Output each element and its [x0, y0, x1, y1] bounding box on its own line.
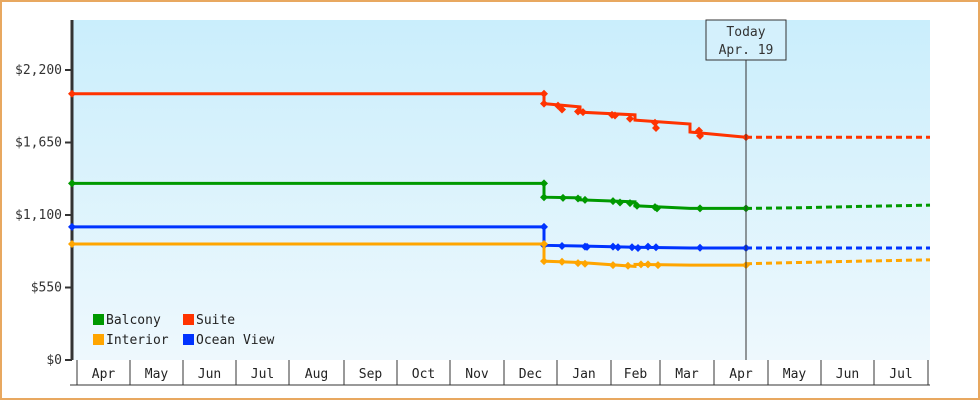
today-date: Apr. 19	[719, 43, 774, 58]
series-lines	[68, 89, 931, 270]
legend-label[interactable]: Interior	[106, 333, 169, 348]
data-point-marker[interactable]	[609, 197, 617, 206]
data-point-marker[interactable]	[540, 89, 548, 98]
data-point-marker[interactable]	[616, 198, 624, 207]
x-tick-label: Nov	[465, 367, 489, 382]
y-tick-label: $1,100	[15, 208, 62, 223]
data-point-marker[interactable]	[644, 242, 652, 251]
data-point-marker[interactable]	[652, 124, 660, 132]
y-tick-label: $550	[31, 281, 62, 296]
x-tick-label: Jul	[889, 367, 912, 382]
data-point-marker[interactable]	[653, 204, 661, 213]
data-point-marker[interactable]	[644, 260, 652, 269]
data-point-marker[interactable]	[540, 179, 548, 188]
x-tick-label: Oct	[412, 367, 435, 382]
legend-label[interactable]: Balcony	[106, 313, 161, 328]
data-point-marker[interactable]	[579, 108, 587, 117]
data-point-marker[interactable]	[559, 193, 567, 202]
x-tick-label: Mar	[675, 367, 699, 382]
data-point-marker[interactable]	[540, 193, 548, 202]
data-point-marker[interactable]	[651, 118, 659, 127]
data-point-marker[interactable]	[695, 126, 703, 135]
x-tick-label: May	[145, 367, 169, 382]
data-point-marker[interactable]	[558, 241, 566, 250]
data-point-marker[interactable]	[696, 243, 704, 252]
y-axis: $0 $550 $1,100 $1,650 $2,200	[15, 20, 74, 368]
data-point-marker[interactable]	[558, 105, 566, 114]
data-point-marker[interactable]	[611, 111, 619, 120]
forecast-line	[745, 258, 931, 266]
data-point-marker[interactable]	[574, 194, 582, 203]
data-point-marker[interactable]	[654, 261, 662, 270]
legend-swatch	[93, 314, 104, 325]
data-point-marker[interactable]	[68, 179, 76, 188]
x-tick-label: Feb	[624, 367, 648, 382]
data-point-marker[interactable]	[583, 242, 591, 251]
data-point-marker[interactable]	[540, 240, 548, 248]
today-label: Today	[726, 25, 765, 40]
data-point-marker[interactable]	[637, 260, 645, 269]
data-point-marker[interactable]	[633, 201, 641, 210]
data-point-marker[interactable]	[624, 261, 632, 270]
data-point-marker[interactable]	[540, 257, 548, 266]
x-tick-label: May	[783, 367, 807, 382]
x-tick-label: Dec	[519, 367, 542, 382]
y-tick-label: $0	[46, 353, 62, 368]
data-point-marker[interactable]	[558, 257, 566, 266]
series-line-suite	[72, 92, 747, 139]
data-point-marker[interactable]	[652, 243, 660, 252]
y-tick-label: $1,650	[15, 136, 62, 151]
legend-swatch	[93, 334, 104, 345]
data-point-marker[interactable]	[614, 243, 622, 252]
forecast-line	[745, 203, 931, 210]
x-tick-label: Sep	[359, 367, 383, 382]
data-point-marker[interactable]	[609, 261, 617, 270]
data-point-marker[interactable]	[696, 131, 704, 140]
legend-swatch	[183, 314, 194, 325]
x-axis: Apr May Jun Jul Aug Sep Oct Nov Dec Jan Feb Mar Apr M…	[70, 360, 930, 386]
today-label-box	[705, 19, 787, 61]
legend-swatch	[183, 334, 194, 345]
x-tick-label: Jun	[836, 367, 859, 382]
data-point-marker[interactable]	[68, 240, 76, 248]
x-tick-label: Apr	[92, 367, 116, 382]
data-point-marker[interactable]	[581, 259, 589, 268]
x-tick-label: Aug	[305, 367, 328, 382]
legend-label[interactable]: Suite	[196, 313, 235, 328]
data-point-marker[interactable]	[540, 222, 548, 231]
x-tick-label: Jan	[572, 367, 595, 382]
x-tick-label: Jul	[251, 367, 274, 382]
data-point-marker[interactable]	[609, 242, 617, 251]
data-point-marker[interactable]	[626, 114, 634, 123]
legend: Balcony Suite Interior Ocean View	[93, 313, 274, 348]
today-marker: Today Apr. 19	[705, 19, 787, 360]
y-tick-label: $2,200	[15, 63, 62, 78]
data-point-marker[interactable]	[68, 222, 76, 231]
data-point-marker[interactable]	[574, 259, 582, 268]
x-tick-label: Jun	[198, 367, 221, 382]
data-point-marker[interactable]	[628, 243, 636, 252]
data-point-marker[interactable]	[68, 89, 76, 98]
plot-area	[72, 20, 930, 360]
data-point-marker[interactable]	[574, 107, 582, 116]
legend-label[interactable]: Ocean View	[196, 333, 274, 348]
data-point-marker[interactable]	[626, 199, 634, 208]
data-point-marker[interactable]	[581, 195, 589, 204]
data-point-marker[interactable]	[634, 243, 642, 252]
x-tick-label: Apr	[729, 367, 753, 382]
data-point-marker[interactable]	[540, 99, 548, 108]
data-point-marker[interactable]	[696, 204, 704, 213]
